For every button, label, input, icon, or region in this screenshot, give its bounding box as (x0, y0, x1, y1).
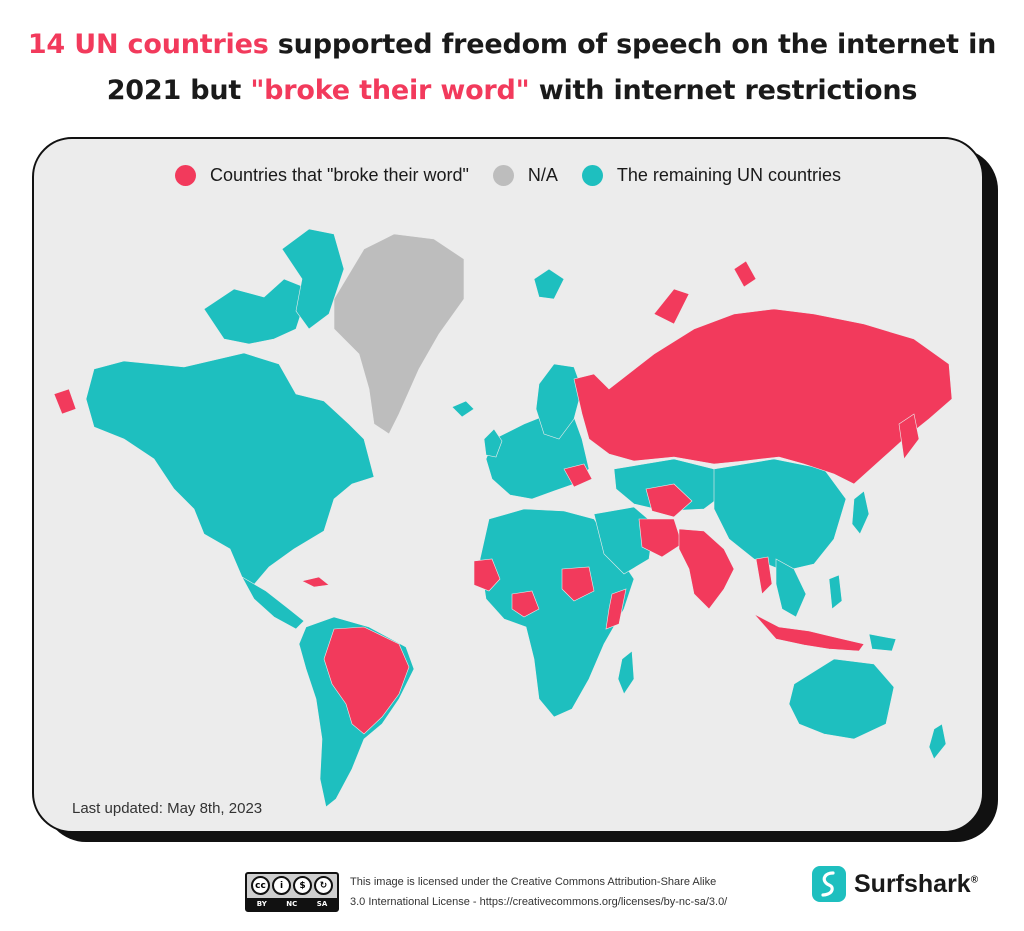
cc-badge-sa: SA (316, 900, 328, 908)
uk-ireland (483, 428, 503, 458)
canadian-arctic-islands (203, 278, 310, 345)
central-america (241, 576, 305, 630)
title-text-1: supported freedom of speech on the inter… (268, 29, 997, 60)
novaya-zemlya (653, 288, 690, 325)
title-text-3: with internet restrictions (529, 75, 918, 106)
new-zealand (928, 723, 947, 760)
pakistan-india (678, 528, 735, 610)
somalia (605, 588, 627, 630)
papua-new-guinea (868, 633, 897, 652)
legend-label-na: N/A (527, 165, 558, 185)
indonesia (753, 613, 865, 652)
cuba (301, 576, 330, 588)
title-line-1: 14 UN countries supported freedom of spe… (0, 22, 1024, 68)
chart-title: 14 UN countries supported freedom of spe… (0, 22, 1024, 114)
cc-license-badge[interactable]: cc i $ ↻ BY NC SA (245, 872, 339, 912)
belarus (563, 463, 593, 488)
africa (479, 508, 635, 718)
last-updated: Last updated: May 8th, 2023 (72, 800, 263, 817)
russia (573, 308, 953, 485)
brand-name-text: Surfshark (854, 869, 971, 898)
license-line-1: This image is licensed under the Creativ… (350, 876, 717, 888)
surfshark-brand: Surfshark® (812, 866, 978, 902)
title-highlight-1: 14 UN countries (27, 29, 269, 60)
legend: Countries that "broke their word" N/A Th… (34, 165, 982, 186)
legend-item-na: N/A (492, 165, 558, 186)
cc-badge-nc: NC (286, 900, 298, 908)
cc-icons: cc i $ ↻ (251, 876, 333, 895)
title-text-2: 2021 but (106, 75, 251, 106)
sa-icon: ↻ (314, 876, 333, 895)
title-line-2: 2021 but "broke their word" with interne… (0, 68, 1024, 114)
cc-badge-by: BY (256, 900, 267, 908)
sudan (561, 566, 595, 602)
iceland (451, 400, 475, 418)
philippines (828, 574, 843, 610)
surfshark-logo-icon (812, 866, 846, 902)
australia (788, 658, 895, 740)
legend-label-remaining: The remaining UN countries (616, 165, 842, 185)
svalbard (533, 268, 565, 300)
baffin-island (281, 228, 345, 330)
kamchatka-sakhalin (898, 413, 920, 460)
north-america (85, 352, 375, 588)
southeast-asia (775, 558, 807, 618)
title-highlight-2: "broke their word" (250, 75, 530, 106)
cc-badge-labels: BY NC SA (247, 898, 337, 910)
legend-dot-remaining (581, 165, 603, 186)
world-map (53, 228, 953, 808)
nigeria (511, 590, 540, 618)
legend-item-broke: Countries that "broke their word" (174, 165, 469, 186)
license-text: This image is licensed under the Creativ… (350, 872, 800, 912)
legend-dot-na (492, 165, 514, 186)
cc-icon: cc (251, 876, 270, 895)
brand-registered-mark: ® (970, 874, 979, 886)
license-line-2: 3.0 International License - https://crea… (350, 896, 728, 908)
brand-name: Surfshark® (854, 870, 978, 899)
greenland-na (333, 233, 465, 435)
turkmenistan-uzbekistan (645, 483, 693, 518)
mali (473, 558, 501, 592)
legend-label-broke: Countries that "broke their word" (209, 165, 469, 185)
brazil (323, 626, 410, 735)
iran (638, 518, 683, 558)
by-icon: i (272, 876, 291, 895)
madagascar (617, 650, 635, 695)
nc-icon: $ (293, 876, 312, 895)
legend-dot-broke (174, 165, 196, 186)
scandinavia (535, 363, 583, 440)
middle-east (593, 506, 655, 575)
map-card: Countries that "broke their word" N/A Th… (32, 137, 984, 833)
myanmar (755, 556, 773, 595)
legend-item-remaining: The remaining UN countries (581, 165, 842, 186)
china-mongolia (713, 458, 847, 572)
japan (851, 490, 870, 535)
alaska-fragment (53, 388, 77, 415)
severnaya-zemlya (733, 260, 757, 288)
